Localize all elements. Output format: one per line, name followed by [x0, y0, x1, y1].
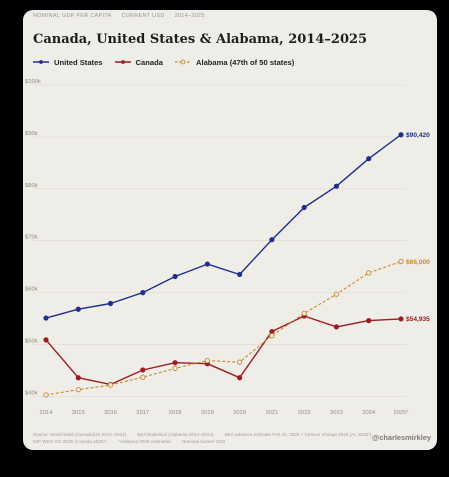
footer-note: Nominal current USD — [181, 439, 226, 444]
data-point-canada — [43, 337, 49, 343]
data-point-us — [269, 237, 275, 243]
data-point-canada — [333, 324, 340, 330]
y-tick-label: $60k — [25, 287, 38, 293]
data-point-alabama — [269, 333, 275, 339]
y-tick-label: $100k — [25, 79, 41, 85]
footer-note: IMF WEO Oct 2025 (Canada 2025*) — [33, 439, 107, 444]
data-point-us — [140, 290, 146, 296]
data-point-us — [43, 315, 49, 321]
footer-line: Source: World Bank (Canada/US 2014–2024)… — [33, 431, 382, 438]
x-tick-label: 2025* — [393, 410, 409, 416]
data-point-alabama — [301, 310, 307, 317]
y-tick-label: $50k — [25, 339, 38, 345]
x-tick-label: 2023 — [330, 410, 343, 416]
x-tick-label: 2017 — [136, 410, 149, 416]
footer-note: Source: World Bank (Canada/US 2014–2024) — [33, 432, 127, 437]
legend-swatch-us — [33, 60, 49, 64]
author-handle: @charlesmirkley — [372, 433, 431, 442]
legend-item-us: United States — [33, 58, 103, 67]
legend: United States Canada Alabama (47th of 50… — [33, 56, 306, 68]
series-line-alabama — [45, 260, 402, 396]
legend-label-alabama: Alabama (47th of 50 states) — [195, 57, 295, 67]
chart-card: NOMINAL GDP PER CAPITA CURRENT USD 2014–… — [23, 10, 437, 450]
data-point-canada — [237, 375, 243, 381]
legend-swatch-canada — [114, 60, 131, 64]
data-point-canada — [172, 360, 178, 366]
data-point-us — [75, 306, 81, 312]
data-point-us — [301, 204, 307, 211]
footer-note: BEA/statistical (Alabama 2014–2024) — [137, 432, 214, 437]
data-point-canada — [398, 316, 404, 322]
data-point-alabama — [398, 258, 404, 265]
data-point-us — [237, 271, 243, 278]
data-point-us — [333, 183, 340, 189]
data-point-us — [398, 132, 404, 138]
x-tick-label: 2024 — [362, 410, 376, 416]
data-point-canada — [75, 375, 81, 381]
footer-note: *Alabama 2025 estimated — [118, 439, 171, 444]
y-tick-label: $40k — [25, 390, 38, 396]
x-tick-label: 2021 — [265, 410, 278, 416]
series-line-us — [45, 134, 402, 319]
x-tick-label: 2022 — [298, 410, 311, 416]
footer-note: BEA advance estimate Feb 20, 2026 + Cens… — [224, 432, 372, 437]
footer-line: IMF WEO Oct 2025 (Canada 2025*) *Alabama… — [33, 438, 382, 445]
data-point-alabama — [107, 382, 114, 388]
data-point-alabama — [140, 374, 146, 380]
x-tick-label: 2016 — [104, 410, 117, 416]
legend-swatch-alabama — [174, 59, 191, 65]
y-tick-label: $90k — [25, 131, 38, 137]
data-point-us — [366, 156, 372, 162]
end-value-label-alabama: $66,000 — [406, 259, 430, 266]
data-point-alabama — [204, 357, 211, 364]
legend-item-canada: Canada — [114, 57, 163, 67]
end-value-label-us: $90,420 — [406, 132, 430, 139]
data-point-us — [107, 300, 114, 307]
x-tick-label: 2014 — [40, 410, 54, 416]
x-tick-label: 2015 — [72, 410, 85, 416]
legend-item-alabama: Alabama (47th of 50 states) — [174, 57, 295, 67]
data-point-alabama — [75, 387, 81, 393]
data-point-alabama — [236, 359, 243, 365]
data-point-canada — [140, 367, 146, 373]
data-point-alabama — [366, 270, 372, 276]
line-chart: $40k $50k $60k $70k $80k $90k $100k 2014 2015 201… — [25, 79, 430, 416]
data-point-us — [204, 261, 210, 267]
legend-label-us: United States — [54, 57, 103, 67]
header-tag: NOMINAL GDP PER CAPITA — [33, 13, 112, 19]
source-footer: Source: World Bank (Canada/US 2014–2024)… — [33, 431, 382, 445]
data-point-alabama — [43, 392, 49, 398]
legend-label-canada: Canada — [135, 57, 163, 67]
x-tick-label: 2018 — [169, 410, 182, 416]
end-value-label-canada: $54,935 — [406, 316, 430, 323]
data-point-alabama — [172, 365, 178, 372]
header-tags: NOMINAL GDP PER CAPITA CURRENT USD 2014–… — [33, 13, 213, 19]
y-tick-label: $80k — [25, 183, 38, 189]
chart-title: Canada, United States & Alabama, 2014–20… — [33, 32, 368, 47]
x-tick-label: 2020 — [233, 410, 246, 416]
data-point-canada — [366, 318, 372, 324]
header-tag: CURRENT USD — [121, 13, 165, 19]
data-point-us — [172, 273, 178, 280]
x-tick-label: 2019 — [201, 410, 214, 416]
series-line-canada — [45, 315, 402, 386]
y-tick-label: $70k — [25, 235, 38, 241]
data-point-alabama — [333, 291, 340, 297]
header-tag: 2014–2025 — [174, 13, 205, 19]
